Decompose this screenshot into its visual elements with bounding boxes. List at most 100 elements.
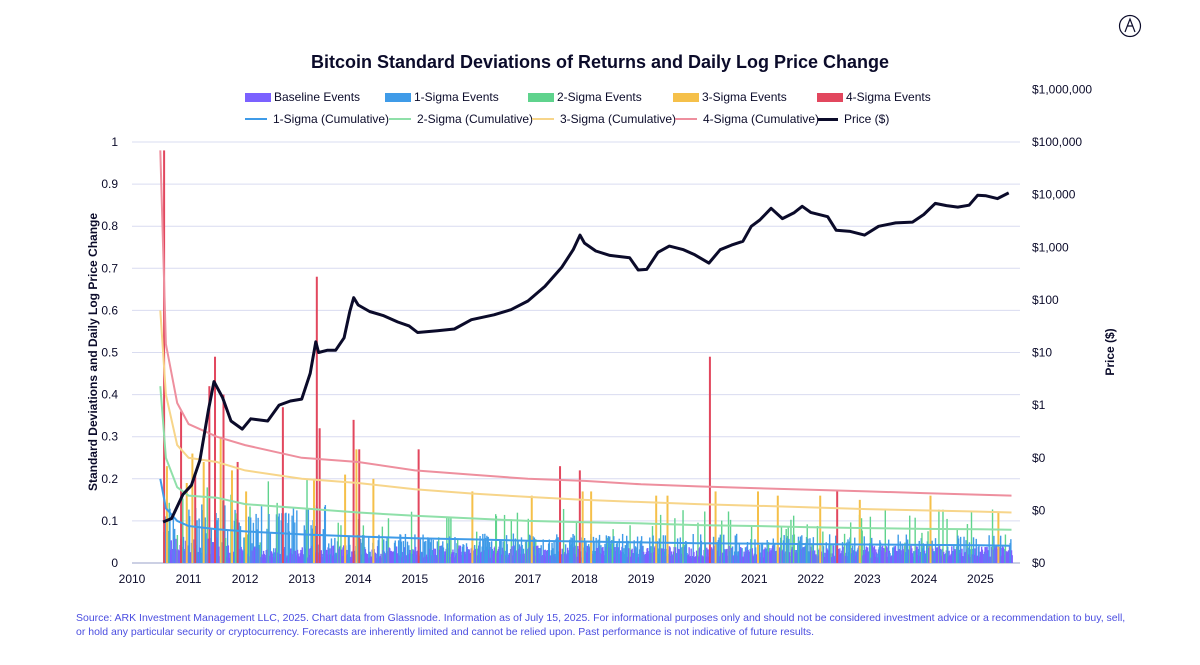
event-bar [176,535,179,563]
three-sigma-event-bar [372,478,375,563]
event-bar [921,532,923,563]
event-bar [378,534,380,563]
event-bar [905,534,908,563]
event-bar [474,548,477,563]
four-sigma-event-bar [352,419,355,563]
event-bar [807,538,809,563]
three-sigma-event-bar [590,491,593,563]
event-bar [503,514,506,563]
x-tick-label: 2025 [967,572,994,586]
event-bar [540,545,542,563]
legend-label: 3-Sigma (Cumulative) [560,112,677,126]
event-bar [621,533,624,563]
four-sigma-event-bar [208,386,211,563]
three-sigma-event-bar [471,491,474,563]
event-bar [729,519,732,563]
event-bar [618,538,620,563]
event-bar [553,540,555,563]
legend-item: 3-Sigma (Cumulative) [532,111,676,127]
event-bar [996,549,998,563]
event-bar [833,545,835,563]
four-sigma-event-bar [180,411,183,563]
event-bar [260,506,263,563]
three-sigma-event-bar [819,495,822,563]
four-sigma-event-bar [315,276,318,563]
event-bar [196,520,198,563]
event-bar [812,537,815,563]
legend-label: 4-Sigma Events [846,90,931,104]
event-bar [1011,555,1013,563]
event-bar [847,539,849,563]
event-bar [713,545,715,563]
event-bar [605,535,608,563]
event-bar [307,509,310,563]
event-bar [938,509,940,563]
event-bar [249,517,252,563]
x-tick-label: 2015 [401,572,428,586]
x-tick-label: 2021 [741,572,768,586]
y-axis-left-title: Standard Deviations and Daily Log Price … [86,212,100,492]
event-bar [822,546,825,563]
y-right-tick-label: $0 [1032,451,1046,465]
event-bar [854,537,856,563]
event-bar [225,545,227,563]
event-bar [961,548,963,563]
y-right-tick-label: $100,000 [1032,135,1082,149]
y-left-tick-label: 0.1 [101,514,118,528]
x-tick-label: 2012 [232,572,259,586]
legend-item: 1-Sigma Events [385,89,499,105]
x-tick-label: 2014 [345,572,372,586]
event-bar [500,539,502,563]
three-sigma-event-bar [191,453,194,563]
event-bar [649,537,651,563]
event-bar [397,540,400,563]
event-bar [759,544,761,563]
three-sigma-event-bar [581,491,584,563]
three-sigma-event-bar [655,495,658,563]
event-bar [317,544,319,563]
legend-bar-swatch [817,92,843,102]
event-bar [690,548,692,563]
event-bar [169,508,171,563]
event-bar [404,533,407,563]
event-bar [224,505,226,563]
event-bar [342,545,345,563]
event-bar [479,536,481,563]
event-bar [238,522,240,563]
event-bar [381,526,384,563]
event-bar [383,539,385,563]
legend-line-swatch [532,118,554,120]
event-bar [476,531,478,563]
legend-bar-swatch [528,92,554,102]
four-sigma-event-bar [578,470,581,563]
legend-label: 2-Sigma Events [557,90,642,104]
event-bar [182,536,185,563]
x-tick-label: 2013 [288,572,315,586]
event-bar [425,540,427,563]
three-sigma-event-bar [666,495,669,563]
y-right-tick-label: $1,000 [1032,240,1069,254]
event-bar [256,529,258,563]
event-bar [294,522,296,563]
event-bar [849,522,852,563]
event-bar [292,507,295,563]
event-bar [692,534,694,563]
event-bar [946,518,948,563]
legend-label: Price ($) [844,112,890,126]
event-bar [266,528,268,563]
y-left-tick-label: 0.3 [101,430,118,444]
event-bar [252,522,255,563]
event-bar [306,479,308,563]
event-bar [324,505,327,563]
event-bar [340,525,342,563]
event-bar [269,532,272,563]
legend-label: 2-Sigma (Cumulative) [417,112,534,126]
event-bar [999,535,1002,563]
event-bar [573,535,576,563]
event-bar [669,547,671,563]
event-bar [914,517,916,563]
event-bar [506,544,508,563]
four-sigma-event-bar [417,449,420,563]
event-bar [304,529,306,563]
three-sigma-event-bar [344,474,347,563]
